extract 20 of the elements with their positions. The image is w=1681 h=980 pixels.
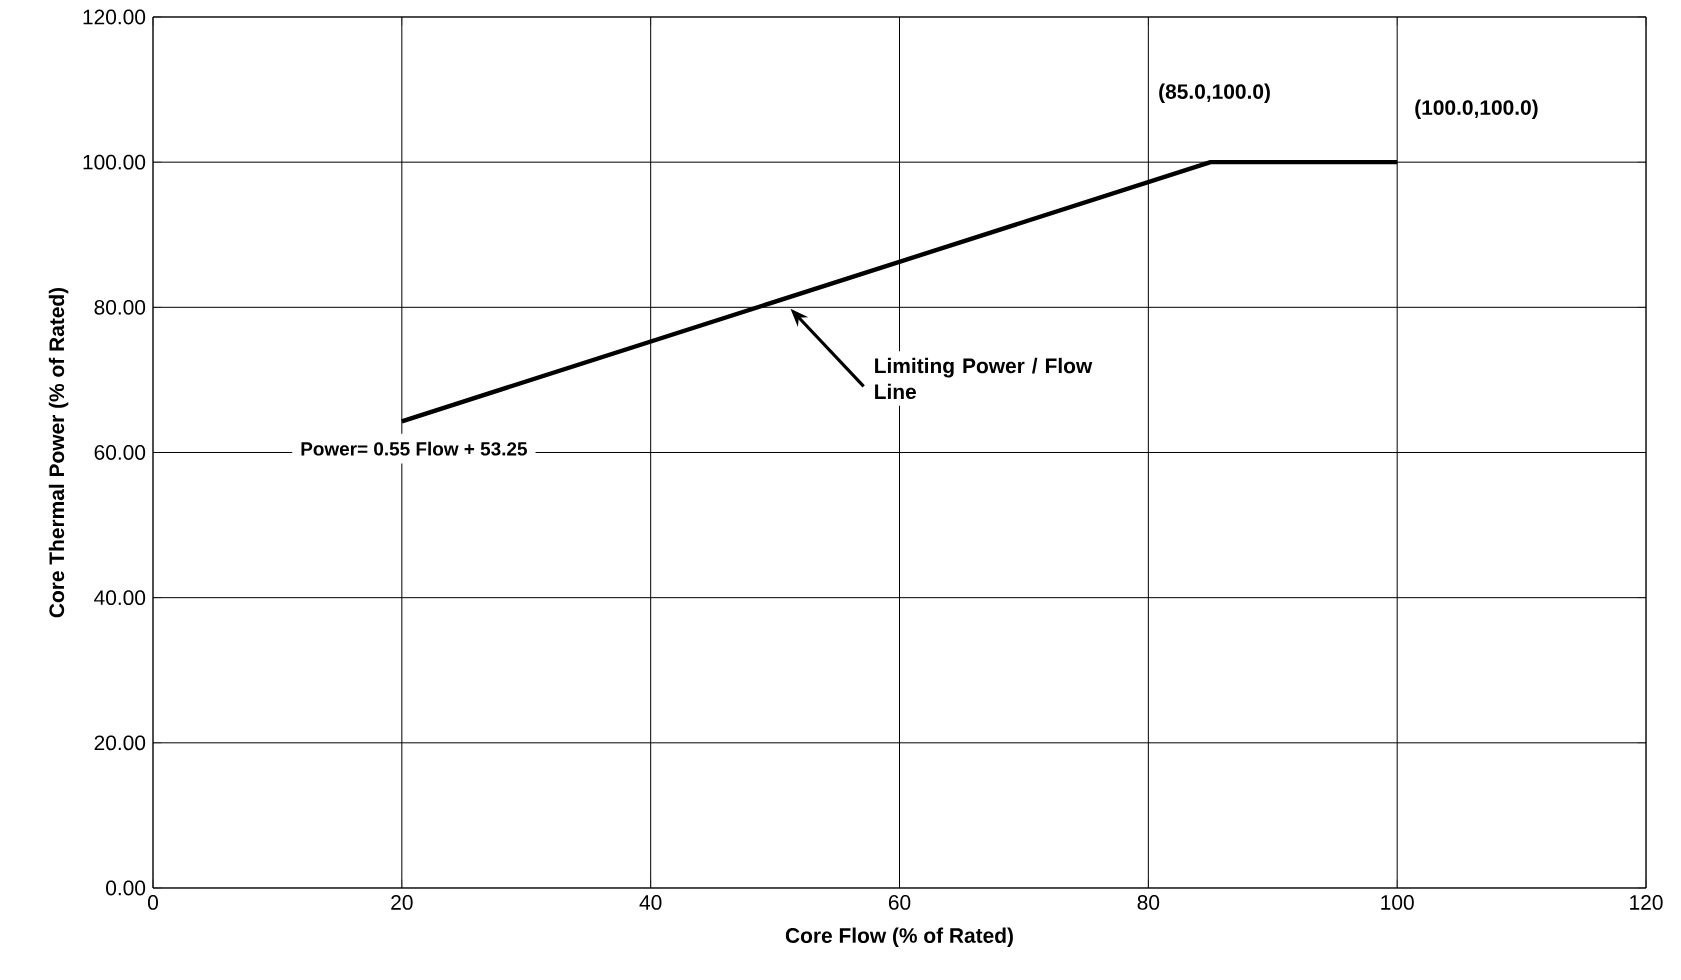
y-tick-label: 20.00	[94, 735, 146, 751]
y-tick-label: 40.00	[94, 590, 146, 606]
annotation: Power= 0.55 Flow + 53.25	[301, 441, 527, 456]
annotation: Limiting Power / Flow Line	[875, 357, 1093, 400]
x-tick-label: 120	[1630, 895, 1663, 910]
y-axis-title: Core Thermal Power (% of Rated)	[48, 287, 69, 618]
x-tick-label: 100	[1381, 895, 1414, 910]
x-tick-label: 20	[391, 895, 413, 910]
y-tick-label: 60.00	[94, 445, 146, 460]
annotation: (100.0,100.0)	[1415, 99, 1538, 120]
y-tick-label: 0.00	[106, 880, 146, 896]
x-tick-label: 60	[888, 895, 911, 910]
y-tick-label: 120.00	[83, 9, 146, 25]
annotation: (85.0,100.0)	[1159, 83, 1270, 104]
x-tick-label: 80	[1137, 895, 1160, 910]
y-tick-label: 100.00	[83, 154, 146, 170]
y-tick-label: 80.00	[94, 299, 146, 315]
x-axis-title: Core Flow (% of Rated)	[785, 927, 1013, 948]
x-tick-label: 0	[148, 895, 158, 910]
x-tick-label: 40	[639, 895, 662, 910]
